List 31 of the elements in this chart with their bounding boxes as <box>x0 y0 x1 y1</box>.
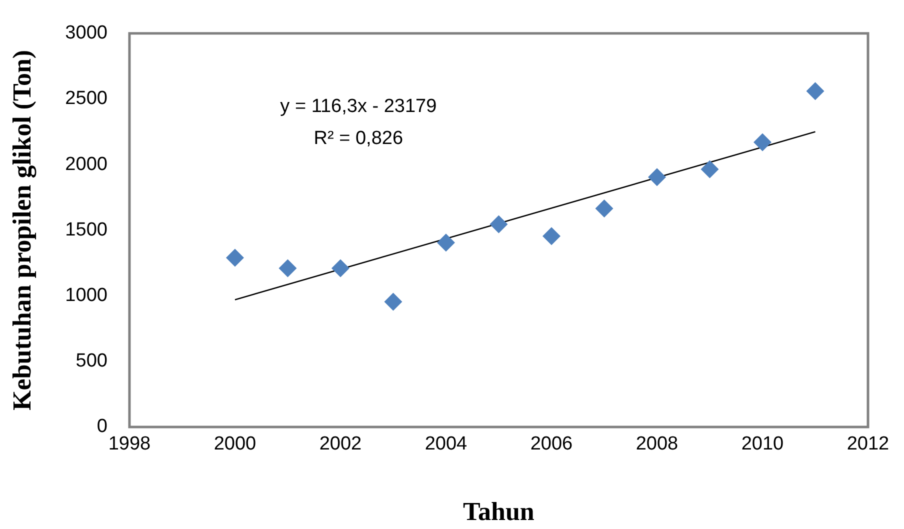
y-tick-label: 0 <box>96 416 108 438</box>
annotation: y = 116,3x - 23179 <box>280 96 437 118</box>
x-axis-title: Tahun <box>463 497 535 526</box>
x-tick-label: 2004 <box>424 434 468 455</box>
point <box>436 234 455 252</box>
x-tick-label: 2012 <box>846 434 890 455</box>
point <box>331 259 350 278</box>
point <box>278 259 297 278</box>
y-tick-label: 2000 <box>65 154 108 175</box>
point <box>490 215 508 234</box>
x-tick-label: 1998 <box>108 434 151 455</box>
point <box>753 133 772 152</box>
point <box>595 200 614 218</box>
y-tick-label: 1500 <box>65 219 108 240</box>
point <box>648 168 666 186</box>
point <box>226 248 244 267</box>
y-tick-label: 500 <box>76 350 108 372</box>
y-tick-label: 2500 <box>65 88 108 110</box>
y-tick-label: 1000 <box>65 285 108 306</box>
x-tick-label: 2010 <box>741 434 784 455</box>
point <box>700 160 719 178</box>
point <box>384 292 402 311</box>
y-tick-label: 3000 <box>65 22 108 44</box>
y-axis-title: Kebutuhan propilen glikol (Ton) <box>7 50 36 410</box>
point <box>542 227 560 246</box>
x-tick-label: 2000 <box>214 434 256 455</box>
annotation: R² = 0,826 <box>314 128 404 150</box>
x-tick-label: 2006 <box>530 434 573 455</box>
point <box>806 82 824 100</box>
x-tick-label: 2008 <box>636 434 678 455</box>
x-tick-label: 2002 <box>319 434 362 455</box>
